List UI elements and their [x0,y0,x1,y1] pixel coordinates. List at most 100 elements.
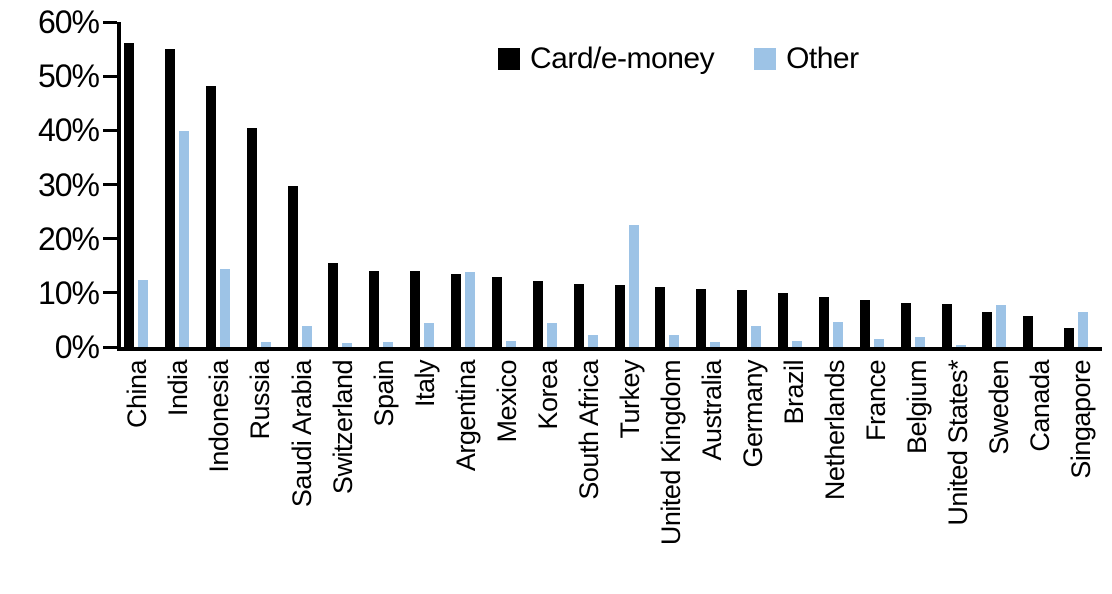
legend-item-other: Other [754,42,859,76]
y-axis-tick-mark [103,345,117,349]
x-axis-category-label: Italy [404,360,445,407]
x-axis-category-label: Sweden [979,360,1020,455]
bar-card-e-money [696,289,707,347]
bar-group [857,22,898,347]
bar-card-e-money [982,312,993,347]
bar-group [612,22,653,347]
x-axis-category-label: United Kingdom [651,360,692,545]
bar-other [465,272,475,347]
bar-group [530,22,571,347]
x-axis-category-label-text: Italy [409,360,440,408]
legend-item-card-e-money: Card/e-money [498,42,715,76]
bar-other [383,342,394,347]
x-axis-category-label-text: Indonesia [204,360,235,473]
legend: Card/e-money Other [498,42,859,76]
x-axis-category-label-text: Australia [697,360,727,461]
bar-group [775,22,816,347]
bar-group [244,22,285,347]
x-axis-category-label-text: Germany [738,360,769,468]
bar-card-e-money [941,304,952,347]
x-axis-category-label-text: United States* [943,360,974,526]
bar-card-e-money [778,293,788,347]
bar-group [693,22,734,347]
bar-other [792,341,802,347]
x-axis-category-label: Netherlands [815,360,856,500]
x-axis-category-label-text: Saudi Arabia [286,360,317,508]
x-axis-category-label: South Africa [569,360,610,500]
bar-group [734,22,775,347]
x-axis-category-label: United States* [938,360,979,526]
x-axis-category-label: Singapore [1061,360,1102,479]
x-axis-category-label: Argentina [445,360,486,471]
bar-card-e-money [532,280,543,347]
bar-card-e-money [205,85,216,347]
x-axis-category-label-text: Mexico [491,360,522,443]
x-axis-category-label: Brazil [774,360,815,425]
bar-group [939,22,980,347]
bar-other [996,304,1007,347]
x-axis-category-label-text: France [861,360,892,442]
bar-group [571,22,612,347]
x-axis-category-label: Switzerland [322,360,363,494]
bar-other [138,280,148,347]
bar-card-e-money [287,185,298,347]
bar-card-e-money [1064,327,1075,347]
bar-other [710,342,721,347]
bar-other [1078,312,1089,347]
bar-other [424,322,435,347]
y-axis-tick-mark [103,128,117,132]
y-axis-tick-mark [103,183,117,186]
bar-other [301,326,312,347]
bar-card-e-money [614,284,625,347]
x-axis-category-label: Korea [527,360,568,430]
plot-area [117,22,1102,351]
bar-other [219,269,230,347]
bar-group [979,22,1020,347]
bar-other [914,336,925,347]
bar-other [260,342,271,347]
y-axis-tick-label: 10% [37,274,100,311]
bar-card-e-money [655,286,666,347]
bar-other [546,322,557,347]
y-axis-tick-label: 50% [37,58,100,95]
bar-other [955,345,966,347]
x-axis-category-label-text: Switzerland [327,360,358,495]
x-axis-category-label-text: Spain [368,360,399,427]
bar-group [1061,22,1102,347]
bar-card-e-money [1023,316,1034,347]
x-axis-category-label-text: Turkey [614,360,645,439]
bar-card-e-money [124,42,134,347]
bar-other [832,322,843,347]
x-axis-category-label-text: Russia [245,360,276,440]
y-axis-tick-mark [103,20,117,24]
bar-other [751,325,762,347]
x-axis-category-label-text: Singapore [1066,360,1097,479]
x-axis-category-label: Indonesia [199,360,240,473]
x-axis-category-label: Spain [363,360,404,427]
bar-card-e-money [410,270,421,347]
legend-label-other: Other [786,42,859,75]
x-axis-category-label: Mexico [486,360,527,443]
x-axis-category-label-text: Canada [1025,360,1056,452]
bar-card-e-money [900,302,911,347]
x-axis-category-label-text: United Kingdom [655,360,686,546]
bar-card-e-money [818,297,829,347]
y-axis-tick-mark [103,237,117,241]
bar-group [325,22,366,347]
bar-other [873,339,884,347]
bar-group [285,22,326,347]
x-axis-category-label-text: South Africa [573,360,604,500]
bar-card-e-money [859,299,870,347]
x-axis-category-label: Turkey [610,360,651,439]
x-axis-category-label-text: Argentina [450,360,481,472]
x-axis-category-label: France [856,360,897,441]
bar-other [587,335,598,347]
bar-group [203,22,244,347]
y-axis-tick-mark [103,74,117,78]
y-axis-tick-label: 30% [37,166,100,203]
x-axis-category-label: Germany [733,360,774,468]
bar-card-e-money [451,274,461,347]
x-axis-category-label: Australia [692,360,733,461]
bar-other [669,334,680,347]
